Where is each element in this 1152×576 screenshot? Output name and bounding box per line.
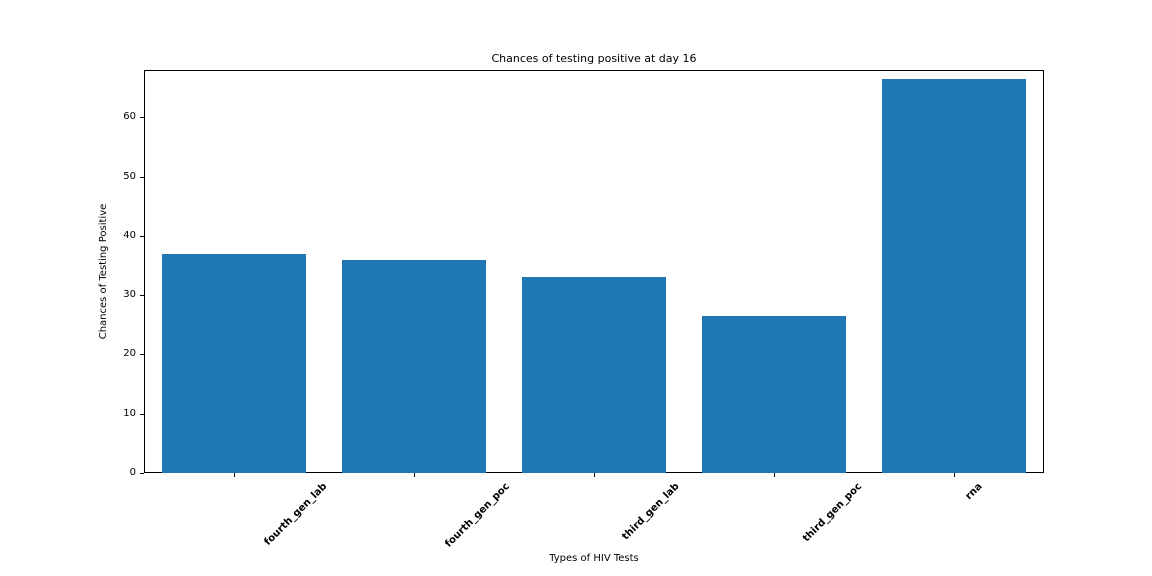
y-tick-mark <box>140 414 144 415</box>
bar <box>342 260 486 473</box>
y-tick-label: 0 <box>106 467 136 478</box>
x-axis-label: Types of HIV Tests <box>144 553 1044 564</box>
chart-title: Chances of testing positive at day 16 <box>144 52 1044 65</box>
bar <box>702 316 846 473</box>
x-tick-label: fourth_gen_lab <box>262 481 329 548</box>
y-tick-mark <box>140 354 144 355</box>
y-tick-label: 50 <box>106 171 136 182</box>
chart-figure: Chances of testing positive at day 16 Ty… <box>0 0 1152 576</box>
x-tick-mark <box>954 473 955 477</box>
y-tick-mark <box>140 236 144 237</box>
bar <box>162 254 306 473</box>
x-tick-mark <box>774 473 775 477</box>
y-tick-mark <box>140 117 144 118</box>
y-tick-mark <box>140 177 144 178</box>
y-tick-mark <box>140 295 144 296</box>
x-tick-label: third_gen_lab <box>620 481 681 542</box>
y-tick-label: 10 <box>106 408 136 419</box>
x-tick-mark <box>594 473 595 477</box>
x-tick-label: rna <box>964 481 985 502</box>
bar <box>882 79 1026 473</box>
x-tick-mark <box>234 473 235 477</box>
x-tick-label: fourth_gen_poc <box>443 481 512 550</box>
y-tick-label: 20 <box>106 348 136 359</box>
x-tick-label: third_gen_poc <box>801 481 864 544</box>
bar <box>522 277 666 473</box>
y-tick-label: 40 <box>106 230 136 241</box>
x-tick-mark <box>414 473 415 477</box>
y-tick-mark <box>140 473 144 474</box>
y-tick-label: 60 <box>106 111 136 122</box>
y-tick-label: 30 <box>106 289 136 300</box>
